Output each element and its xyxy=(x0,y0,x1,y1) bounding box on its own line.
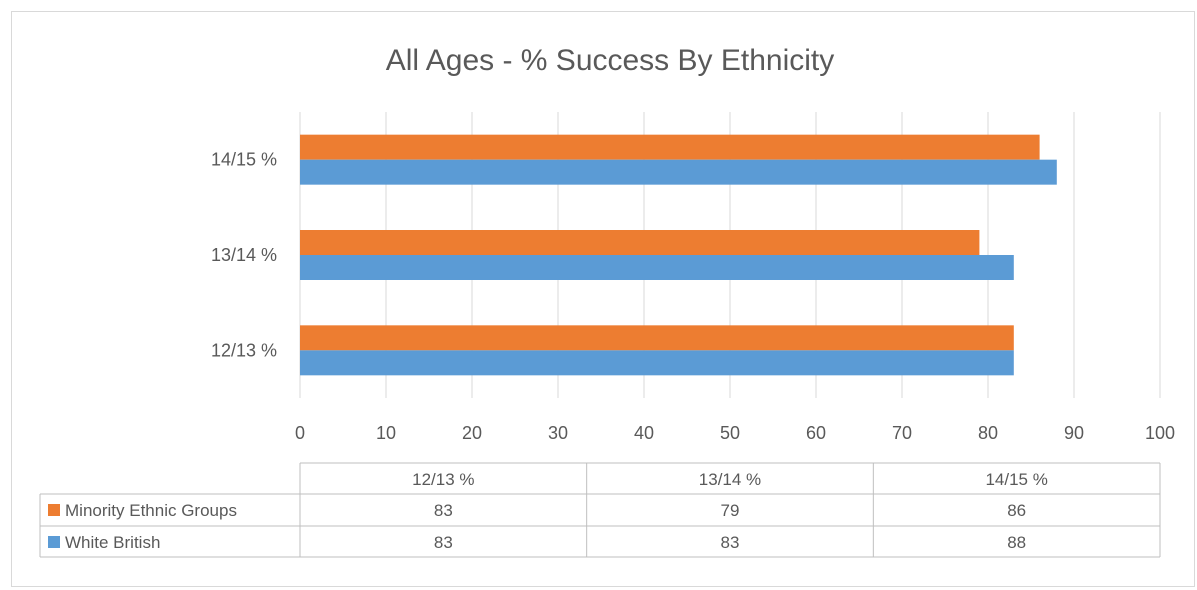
x-tick-label: 70 xyxy=(892,423,912,443)
bar-white-british-1 xyxy=(300,255,1014,280)
bars xyxy=(300,134,1057,376)
x-tick-label: 100 xyxy=(1145,423,1175,443)
bar-minority-2 xyxy=(300,134,1040,160)
x-tick-label: 80 xyxy=(978,423,998,443)
data-table: 12/13 % 13/14 % 14/15 % Minority Ethnic Gro… xyxy=(39,462,1161,558)
y-tick-label: 14/15 % xyxy=(211,150,277,170)
table-value-cell: 83 xyxy=(434,533,453,552)
legend-swatch xyxy=(48,536,60,548)
x-tick-label: 50 xyxy=(720,423,740,443)
bar-white-british-2 xyxy=(300,159,1057,185)
category-axis: 12/13 % 13/14 % 14/15 % xyxy=(211,150,277,361)
legend-label: White British xyxy=(65,533,160,552)
table-header-cell: 14/15 % xyxy=(985,470,1047,489)
table-value-cell: 79 xyxy=(721,501,740,520)
chart-title: All Ages - % Success By Ethnicity xyxy=(386,44,835,77)
table-header-cell: 12/13 % xyxy=(412,470,474,489)
bar-minority-1 xyxy=(300,230,980,255)
y-tick-label: 13/14 % xyxy=(211,245,277,265)
table-value-cell: 83 xyxy=(721,533,740,552)
table-value-cell: 86 xyxy=(1007,501,1026,520)
chart-frame xyxy=(11,11,1195,587)
x-tick-label: 60 xyxy=(806,423,826,443)
table-value-cell: 88 xyxy=(1007,533,1026,552)
value-axis: 0 10 20 30 40 50 60 70 80 90 100 xyxy=(295,423,1175,443)
legend-swatch xyxy=(48,504,60,516)
x-tick-label: 40 xyxy=(634,423,654,443)
x-tick-label: 30 xyxy=(548,423,568,443)
bar-minority-0 xyxy=(300,325,1014,351)
bar-white-british-0 xyxy=(300,350,1014,376)
x-tick-label: 0 xyxy=(295,423,305,443)
y-tick-label: 12/13 % xyxy=(211,340,277,360)
x-tick-label: 20 xyxy=(462,423,482,443)
table-value-cell: 83 xyxy=(434,501,453,520)
x-tick-label: 90 xyxy=(1064,423,1084,443)
legend-label: Minority Ethnic Groups xyxy=(65,501,237,520)
table-header-cell: 13/14 % xyxy=(699,470,761,489)
x-tick-label: 10 xyxy=(376,423,396,443)
